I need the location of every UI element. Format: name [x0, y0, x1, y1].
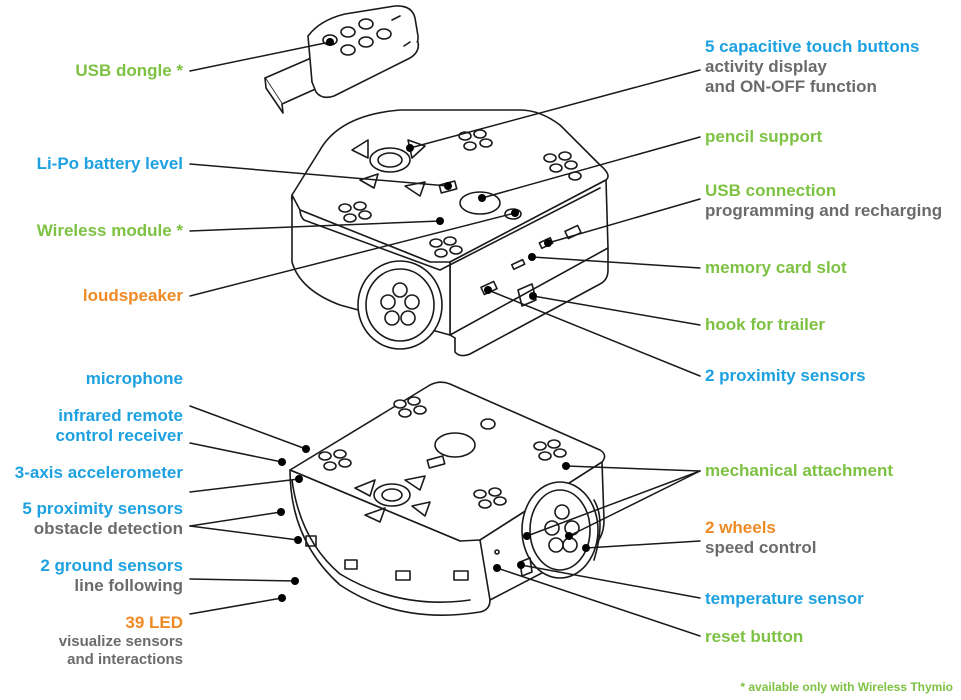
label-temperature: temperature sensor	[705, 589, 864, 608]
label-usb-conn-sub: programming and recharging	[705, 201, 943, 220]
label-led-sub1: visualize sensors	[58, 633, 183, 650]
label-wheels-sub: speed control	[705, 538, 817, 557]
label-accelerometer: 3-axis accelerometer	[14, 463, 183, 482]
label-2-proximity: 2 proximity sensors	[705, 366, 866, 385]
label-touch-sub1: activity display	[705, 57, 827, 76]
label-led-sub2: and interactions	[67, 651, 183, 668]
label-reset-button: reset button	[705, 627, 804, 646]
label-5-proximity-title: 5 proximity sensors	[22, 499, 183, 518]
label-touch-title: 5 capacitive touch buttons	[705, 37, 920, 56]
label-ground-title: 2 ground sensors	[40, 556, 183, 575]
usb-dongle-drawing	[264, 5, 420, 114]
label-ground-sub: line following	[74, 576, 183, 595]
label-wireless-module: Wireless module *	[36, 221, 183, 240]
label-mechanical-attachment: mechanical attachment	[705, 461, 894, 480]
label-ir-remote-line2: control receiver	[55, 426, 183, 445]
label-memory-card: memory card slot	[705, 258, 847, 277]
label-microphone: microphone	[85, 369, 183, 388]
label-touch-buttons: 5 capacitive touch buttons activity disp…	[705, 37, 919, 97]
label-led: 39 LED visualize sensors and interaction…	[59, 613, 183, 669]
label-pencil-support: pencil support	[705, 127, 823, 146]
label-wheels: 2 wheels speed control	[705, 518, 816, 558]
label-5-proximity-sub: obstacle detection	[33, 519, 183, 538]
robot-bottom-drawing	[289, 381, 606, 616]
label-ir-remote: infrared remote control receiver	[55, 406, 183, 446]
label-wheels-title: 2 wheels	[705, 518, 776, 537]
label-usb-conn-title: USB connection	[705, 181, 837, 200]
label-battery-level: Li-Po battery level	[36, 154, 183, 173]
label-loudspeaker: loudspeaker	[82, 286, 183, 305]
label-ground-sensors: 2 ground sensors line following	[40, 556, 183, 596]
leader-dots	[277, 38, 590, 602]
robot-top-drawing	[290, 109, 609, 357]
label-touch-sub2: and ON-OFF function	[705, 77, 877, 96]
label-hook-trailer: hook for trailer	[705, 315, 825, 334]
leader-lines	[189, 41, 701, 637]
label-usb-connection: USB connection programming and rechargin…	[705, 181, 942, 221]
label-usb-dongle: USB dongle *	[75, 61, 183, 80]
label-led-title: 39 LED	[125, 613, 183, 632]
label-ir-remote-line1: infrared remote	[58, 406, 183, 425]
label-5-proximity: 5 proximity sensors obstacle detection	[22, 499, 183, 539]
footnote: * available only with Wireless Thymio	[740, 680, 953, 694]
